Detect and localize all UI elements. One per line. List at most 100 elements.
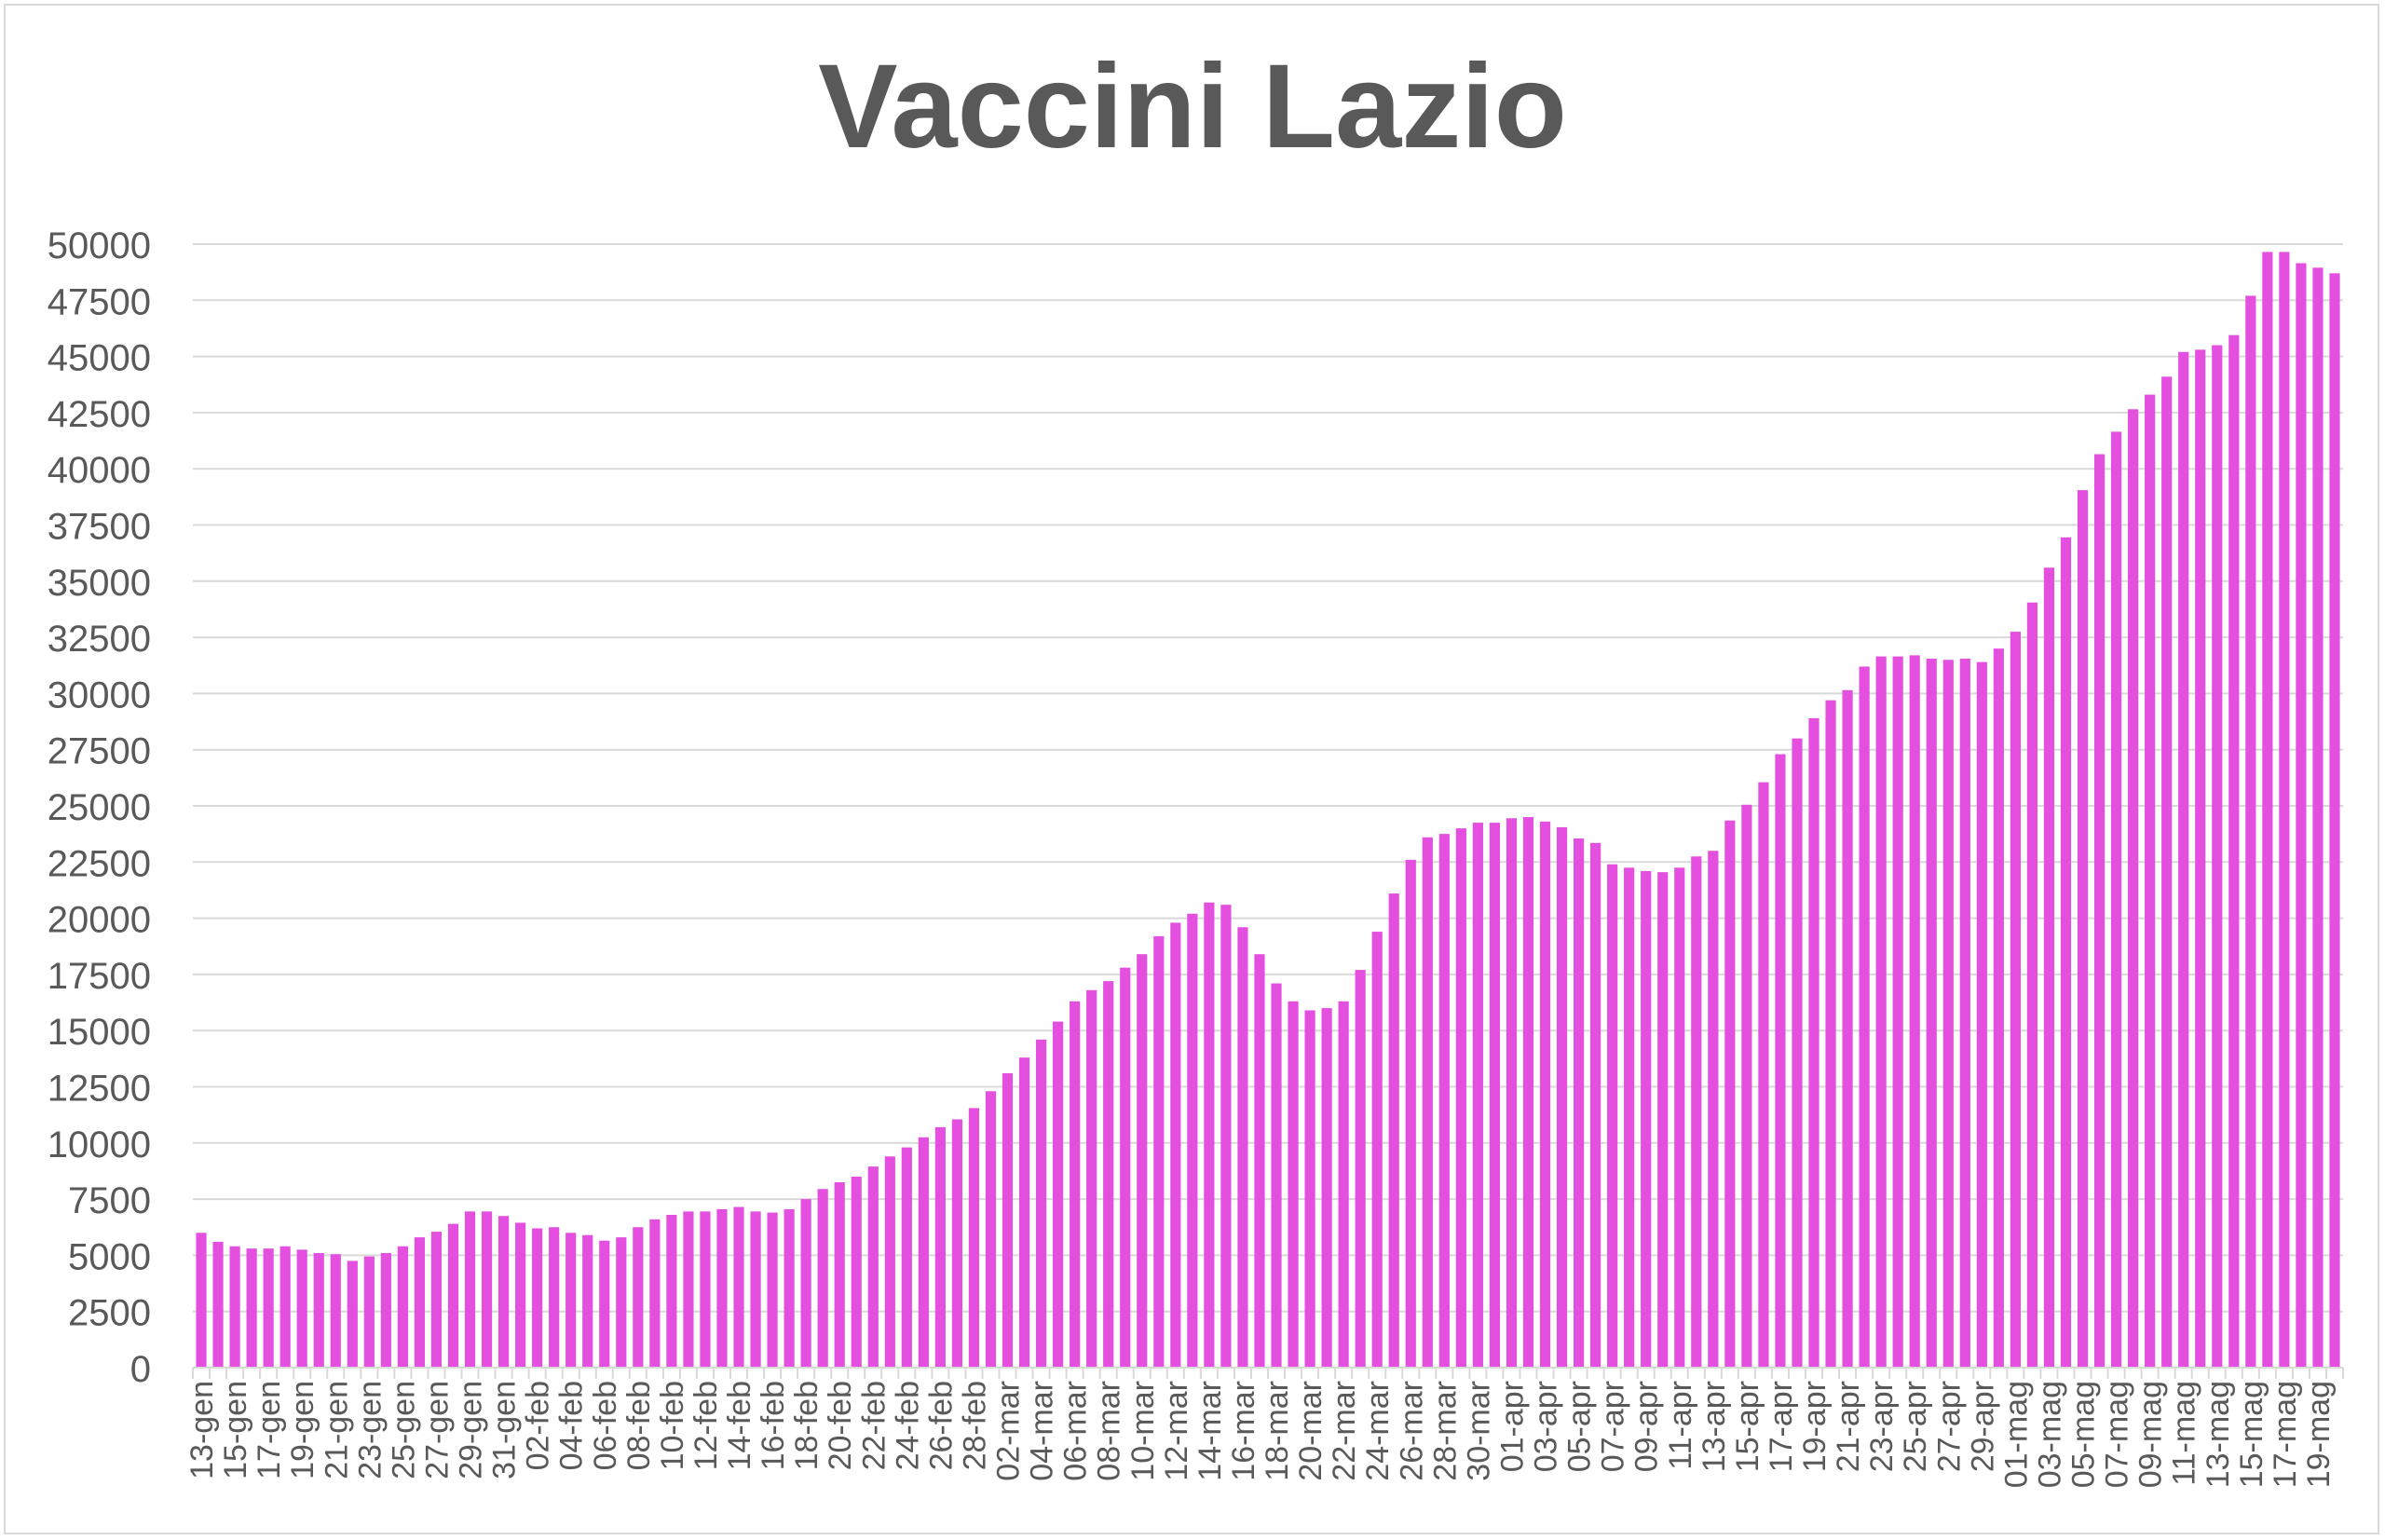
bar bbox=[229, 1246, 240, 1368]
y-tick-label: 17500 bbox=[48, 956, 151, 997]
y-tick-label: 45000 bbox=[48, 338, 151, 379]
bar bbox=[1522, 817, 1534, 1368]
bar bbox=[767, 1212, 778, 1368]
x-tick-label: 20-feb bbox=[823, 1381, 858, 1470]
bar bbox=[2043, 567, 2055, 1368]
bar bbox=[1455, 828, 1466, 1368]
bar bbox=[817, 1189, 828, 1368]
bar bbox=[1422, 837, 1433, 1368]
x-tick-label: 06-mar bbox=[1058, 1381, 1094, 1481]
x-tick-label: 14-feb bbox=[722, 1381, 757, 1470]
bar bbox=[1959, 659, 1970, 1368]
bar bbox=[867, 1166, 879, 1368]
x-tick-label: 04-feb bbox=[554, 1381, 590, 1470]
bar bbox=[2279, 252, 2290, 1369]
bar bbox=[1120, 967, 1131, 1368]
x-tick-label: 08-mar bbox=[1092, 1381, 1127, 1481]
y-tick-label: 35000 bbox=[48, 563, 151, 604]
bar bbox=[2077, 490, 2089, 1368]
bar bbox=[716, 1208, 728, 1368]
bar bbox=[1070, 1001, 1081, 1368]
bar bbox=[985, 1091, 997, 1368]
chart-frame bbox=[4, 4, 2379, 1534]
bar bbox=[1758, 782, 1769, 1368]
bar bbox=[1942, 660, 1954, 1368]
x-tick-label: 05-mag bbox=[2066, 1381, 2102, 1488]
y-tick-label: 15000 bbox=[48, 1012, 151, 1053]
bar bbox=[1371, 932, 1383, 1368]
bar bbox=[1607, 864, 1618, 1368]
x-tick-label: 22-mar bbox=[1327, 1381, 1362, 1481]
y-tick-label: 32500 bbox=[48, 619, 151, 660]
bar bbox=[1859, 666, 1870, 1368]
bar bbox=[1657, 872, 1669, 1368]
x-tick-label: 17-mag bbox=[2268, 1381, 2303, 1488]
bar bbox=[834, 1182, 845, 1368]
bar bbox=[1338, 1001, 1349, 1368]
bar bbox=[1137, 954, 1148, 1368]
bar bbox=[481, 1211, 493, 1368]
bar bbox=[414, 1237, 426, 1368]
x-tick-label: 19-apr bbox=[1797, 1381, 1833, 1472]
x-tick-label: 17-gen bbox=[252, 1381, 287, 1479]
x-tick-label: 16-mar bbox=[1226, 1381, 1261, 1481]
bar bbox=[2312, 267, 2324, 1369]
x-tick-label: 14-mar bbox=[1192, 1381, 1228, 1481]
bar bbox=[330, 1254, 341, 1368]
bar bbox=[2110, 431, 2122, 1368]
bar bbox=[683, 1211, 694, 1368]
x-tick-label: 02-mar bbox=[991, 1381, 1027, 1481]
x-tick-label: 09-mag bbox=[2133, 1381, 2169, 1488]
y-axis: 0 2500 5000 7500 10000 12500 15000 17500 20000 22… bbox=[48, 225, 151, 1390]
bar bbox=[800, 1199, 811, 1368]
bar bbox=[1825, 700, 1836, 1368]
bar bbox=[1321, 1008, 1332, 1368]
bar bbox=[1875, 656, 1887, 1368]
x-tick-label: 29-gen bbox=[454, 1381, 489, 1479]
x-tick-label: 02-feb bbox=[521, 1381, 556, 1470]
x-tick-label: 23-gen bbox=[352, 1381, 388, 1479]
bar bbox=[2161, 376, 2173, 1368]
x-tick-label: 03-mag bbox=[2032, 1381, 2067, 1488]
x-tick-label: 06-feb bbox=[588, 1381, 623, 1470]
bar bbox=[515, 1222, 526, 1368]
bar bbox=[1539, 821, 1551, 1368]
x-tick-label: 18-feb bbox=[789, 1381, 825, 1470]
bar bbox=[1674, 867, 1685, 1368]
bar bbox=[1035, 1039, 1047, 1368]
bar bbox=[1472, 823, 1483, 1368]
x-tick-label: 10-feb bbox=[655, 1381, 690, 1470]
x-tick-label: 26-mar bbox=[1394, 1381, 1429, 1481]
y-tick-label: 0 bbox=[130, 1349, 151, 1390]
x-tick-label: 18-mar bbox=[1260, 1381, 1295, 1481]
x-tick-label: 26-feb bbox=[923, 1381, 959, 1470]
y-tick-label: 25000 bbox=[48, 787, 151, 828]
y-tick-label: 7500 bbox=[68, 1180, 151, 1221]
y-tick-label: 12500 bbox=[48, 1069, 151, 1110]
bar bbox=[1993, 648, 2004, 1368]
y-tick-label: 30000 bbox=[48, 675, 151, 715]
bar bbox=[1053, 1021, 1064, 1368]
bar bbox=[918, 1137, 929, 1368]
bar bbox=[1103, 981, 1114, 1368]
y-tick-label: 42500 bbox=[48, 394, 151, 435]
x-tick-label: 25-apr bbox=[1898, 1381, 1933, 1472]
x-tick-label: 24-feb bbox=[890, 1381, 925, 1470]
bar bbox=[313, 1252, 324, 1368]
bar bbox=[1271, 983, 1282, 1368]
bar bbox=[1018, 1057, 1030, 1368]
bar bbox=[884, 1156, 895, 1368]
bar bbox=[1002, 1073, 1014, 1368]
bar bbox=[464, 1211, 476, 1368]
bar bbox=[1775, 754, 1786, 1368]
bar bbox=[212, 1241, 224, 1368]
bar bbox=[1220, 905, 1232, 1368]
bar bbox=[296, 1249, 307, 1368]
y-tick-label: 10000 bbox=[48, 1124, 151, 1165]
bar bbox=[1909, 655, 1920, 1368]
bar bbox=[2245, 295, 2256, 1369]
bar bbox=[196, 1233, 207, 1368]
bar bbox=[497, 1216, 510, 1368]
x-tick-label: 22-feb bbox=[856, 1381, 892, 1470]
bar bbox=[1556, 826, 1568, 1368]
